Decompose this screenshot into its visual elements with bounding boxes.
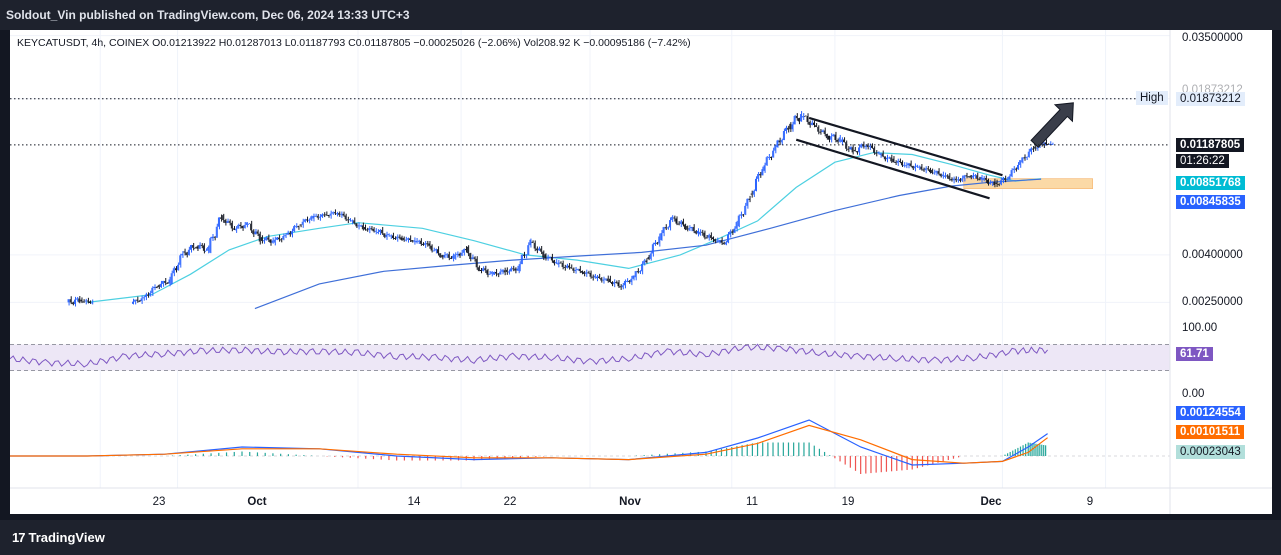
demand-zone (963, 178, 1093, 189)
time-tick-7: 19 (841, 496, 855, 508)
current-price-label: 0.01187805 (1176, 138, 1245, 152)
tradingview-logo-text: TradingView (28, 530, 105, 545)
high-value-label: 0.01873212 (1176, 92, 1245, 106)
signal-value-label: 0.00101511 (1176, 425, 1245, 439)
publish-bar: Soldout_Vin published on TradingView.com… (0, 0, 1281, 30)
time-tick-5: Nov (619, 496, 641, 508)
macd-pane (10, 419, 1170, 474)
channel-bottom-line (795, 138, 990, 200)
tradingview-logo[interactable]: 17 TradingView (12, 530, 105, 545)
price-tick-4: 0.00250000 (1182, 296, 1243, 308)
rsi-value-label: 61.71 (1176, 347, 1213, 361)
time-tick-6: 11 (746, 496, 758, 508)
signal-line (10, 424, 1048, 464)
time-tick-9: 9 (1086, 496, 1094, 508)
time-tick-8: Dec (980, 496, 1002, 508)
zone-layer (963, 178, 1093, 189)
ma-fast-line (87, 151, 1042, 303)
ma-fast-label: 0.00851768 (1176, 176, 1245, 190)
arrow-up-icon (1030, 102, 1074, 148)
rsi-bottom-tick: 0.00 (1182, 388, 1205, 400)
channel-top-line (808, 116, 1003, 177)
rsi-line (10, 343, 1048, 368)
ma-slow-label: 0.00845835 (1176, 195, 1245, 209)
price-tick-1: 0.03500000 (1182, 32, 1243, 44)
histogram-value-label: 0.00023043 (1176, 445, 1245, 459)
macd-value-label: 0.00124554 (1176, 406, 1245, 420)
tradingview-logo-icon: 17 (12, 530, 26, 545)
time-tick-1: 23 (152, 496, 166, 508)
time-tick-2: Oct (247, 496, 267, 508)
high-tag: High (1136, 91, 1168, 105)
chart-canvas[interactable] (10, 30, 1272, 514)
price-tick-3: 0.00400000 (1182, 249, 1243, 261)
rsi-pane (10, 343, 1170, 371)
time-tick-4: 22 (503, 496, 517, 508)
chart-frame[interactable]: KEYCATUSDT, 4h, COINEX O0.01213922 H0.01… (10, 30, 1272, 514)
publish-line: Soldout_Vin published on TradingView.com… (6, 8, 410, 22)
ma-layer (87, 151, 1042, 310)
symbol-legend: KEYCATUSDT, 4h, COINEX O0.01213922 H0.01… (17, 37, 691, 49)
candle-layer (67, 111, 1054, 307)
annotation-layer (10, 98, 1170, 200)
countdown-label: 01:26:22 (1176, 154, 1229, 168)
rsi-top-tick: 100.00 (1182, 322, 1218, 334)
time-tick-3: 14 (407, 496, 421, 508)
footer-bar: 17 TradingView (0, 520, 1281, 555)
ma-slow-line (254, 178, 1042, 310)
